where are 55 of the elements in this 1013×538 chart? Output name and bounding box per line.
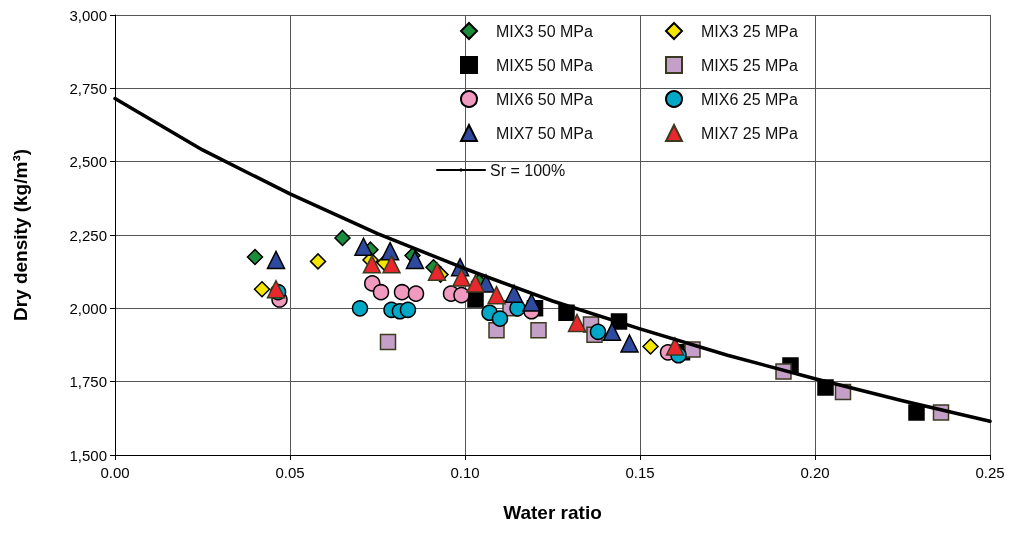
point	[908, 404, 925, 421]
point	[407, 285, 425, 302]
point	[266, 250, 286, 270]
point	[522, 293, 541, 312]
point	[372, 283, 390, 301]
legend-label: MIX3 50 MPa	[496, 22, 594, 40]
point	[354, 237, 373, 256]
point	[491, 310, 509, 327]
y-tick-label: 1,500	[69, 446, 107, 464]
point	[567, 313, 587, 333]
point	[362, 255, 382, 274]
point	[399, 301, 417, 319]
point	[351, 300, 369, 317]
point	[405, 250, 425, 270]
legend-label: MIX3 25 MPa	[701, 22, 799, 40]
point	[393, 283, 411, 301]
point	[602, 322, 622, 342]
point	[642, 338, 659, 355]
legend-label: Sr = 100%	[490, 161, 566, 179]
point	[620, 334, 639, 353]
legend-label: MIX6 50 MPa	[496, 90, 594, 108]
legend-label: MIX5 25 MPa	[701, 56, 799, 74]
point	[504, 284, 524, 303]
legend-label: MIX7 50 MPa	[496, 124, 594, 142]
point	[452, 268, 471, 287]
point	[379, 333, 397, 351]
point	[427, 262, 447, 281]
y-tick-label: 2,750	[69, 79, 107, 97]
legend-label: MIX7 25 MPa	[701, 124, 799, 142]
point	[246, 248, 264, 266]
x-tick-label: 0.25	[975, 464, 1005, 481]
legend-label: MIX6 25 MPa	[701, 90, 799, 108]
y-tick-label: 1,750	[69, 373, 107, 391]
point	[309, 253, 327, 270]
y-tick-label: 3,000	[69, 6, 107, 24]
y-axis-title: Dry density (kg/m³)	[10, 148, 31, 322]
y-tick-label: 2,250	[69, 226, 107, 244]
point	[253, 281, 271, 298]
x-axis-title: Water ratio	[503, 502, 602, 523]
point	[530, 322, 547, 339]
y-tick-label: 2,500	[69, 153, 107, 171]
point	[334, 229, 351, 247]
point	[665, 337, 685, 356]
y-tick-label: 2,000	[69, 299, 107, 317]
point	[466, 274, 485, 293]
x-tick-label: 0.20	[800, 464, 830, 481]
legend-label: MIX5 50 MPa	[496, 56, 594, 74]
x-tick-label: 0.00	[100, 464, 130, 481]
point	[589, 323, 607, 341]
point	[487, 285, 506, 305]
point	[382, 255, 401, 274]
point	[453, 286, 470, 304]
x-tick-label: 0.10	[450, 464, 480, 481]
x-tick-label: 0.15	[625, 464, 655, 481]
x-tick-label: 0.05	[275, 464, 305, 481]
